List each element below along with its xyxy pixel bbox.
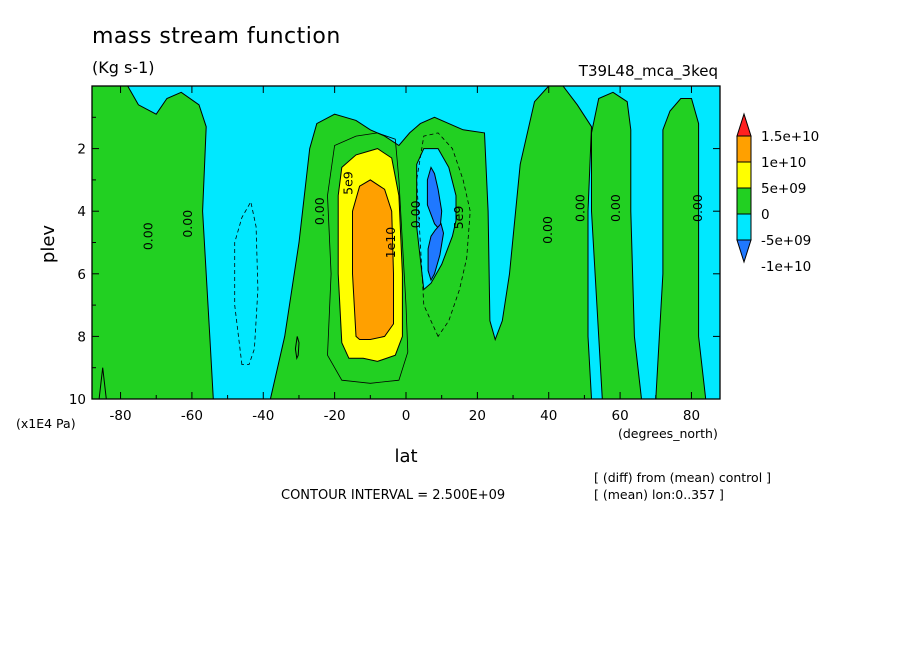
colorbar-label: 1.5e+10 <box>761 129 819 145</box>
contour-label: 1e10 <box>383 227 398 259</box>
x-tick-label: 60 <box>611 408 628 424</box>
contour-lines <box>234 132 471 384</box>
x-tick-label: -20 <box>324 408 346 424</box>
x-axis: -80 -60 -40 -20 0 20 40 60 80 <box>110 86 700 424</box>
y-tick-label: 6 <box>77 267 86 283</box>
y-tick-label: 2 <box>77 142 86 158</box>
y-tick-label: 10 <box>69 392 86 408</box>
y-tick-label: 8 <box>77 329 86 345</box>
contour-label: 0.00 <box>572 194 587 222</box>
colorbar-segment <box>736 161 752 189</box>
y-axis: 2 4 6 8 10 <box>69 116 720 408</box>
contour-line-2 <box>327 132 409 384</box>
contour-label: 0.00 <box>540 216 555 244</box>
colorbar-segment <box>736 187 752 215</box>
chart-units: (Kg s-1) <box>92 58 155 77</box>
x-tick-label: 20 <box>469 408 486 424</box>
contour-label: 0.00 <box>312 197 327 225</box>
x-tick-label: 40 <box>540 408 557 424</box>
contour-label: 0.00 <box>180 210 195 238</box>
y-axis-title: plev <box>38 225 59 264</box>
x-tick-label: 0 <box>402 408 411 424</box>
colorbar: 1.5e+10 1e+10 5e+09 0 -5e+09 -1e+10 <box>736 112 819 275</box>
contour-labels: 0.00 0.00 0.00 5e9 1e10 0.00 5e9 0.00 0.00 0.00 0.… <box>141 171 705 259</box>
contour-region-2 <box>591 91 643 400</box>
chart-title: mass stream function <box>92 24 341 49</box>
x-tick-label: -80 <box>110 408 132 424</box>
colorbar-label: 5e+09 <box>761 181 806 197</box>
x-tick-label: 80 <box>683 408 700 424</box>
contour-region-7 <box>352 179 394 340</box>
x-tick-label: -60 <box>181 408 203 424</box>
contour-region-3 <box>655 98 707 400</box>
x-axis-units: (degrees_north) <box>618 426 718 441</box>
mean-note: [ (mean) lon:0..357 ] <box>594 487 724 502</box>
contour-line-1 <box>416 132 471 338</box>
contour-label: 0.00 <box>608 194 623 222</box>
colorbar-segment <box>736 135 752 163</box>
y-tick-label: 4 <box>77 204 86 220</box>
contour-fills <box>91 85 720 400</box>
contour-label: 0.00 <box>690 194 705 222</box>
contour-label: 0.00 <box>408 200 423 228</box>
colorbar-top-arrow <box>736 112 752 137</box>
contour-region-5 <box>294 336 300 361</box>
y-axis-units: (x1E4 Pa) <box>16 416 76 431</box>
contour-region-10 <box>427 222 445 282</box>
contour-label: 0.00 <box>141 222 156 250</box>
contour-interval-note: CONTOUR INTERVAL = 2.500E+09 <box>281 488 506 503</box>
experiment-name: T39L48_mca_3keq <box>578 62 718 80</box>
colorbar-bottom-arrow <box>736 239 752 264</box>
diff-note: [ (diff) from (mean) control ] <box>594 470 772 485</box>
contour-label: 5e9 <box>340 171 355 195</box>
contour-line-0 <box>234 200 259 366</box>
x-tick-label: -40 <box>252 408 274 424</box>
contour-label: 5e9 <box>451 206 466 230</box>
x-axis-title: lat <box>394 446 417 467</box>
colorbar-label: -5e+09 <box>761 233 811 249</box>
colorbar-label: -1e+10 <box>761 259 811 275</box>
colorbar-segment <box>736 213 752 241</box>
colorbar-label: 0 <box>761 207 770 223</box>
colorbar-label: 1e+10 <box>761 155 806 171</box>
